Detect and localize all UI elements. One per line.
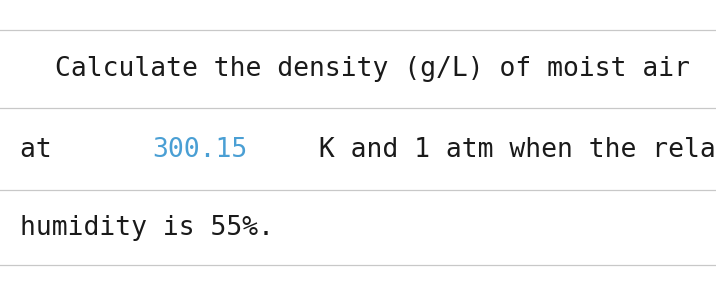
Text: humidity is 55%.: humidity is 55%.	[20, 215, 274, 241]
Text: Calculate the density (g/L) of moist air: Calculate the density (g/L) of moist air	[55, 56, 690, 82]
Text: 300.15: 300.15	[153, 137, 248, 163]
Text: K and 1 atm when the relative: K and 1 atm when the relative	[303, 137, 716, 163]
Text: at: at	[20, 137, 67, 163]
